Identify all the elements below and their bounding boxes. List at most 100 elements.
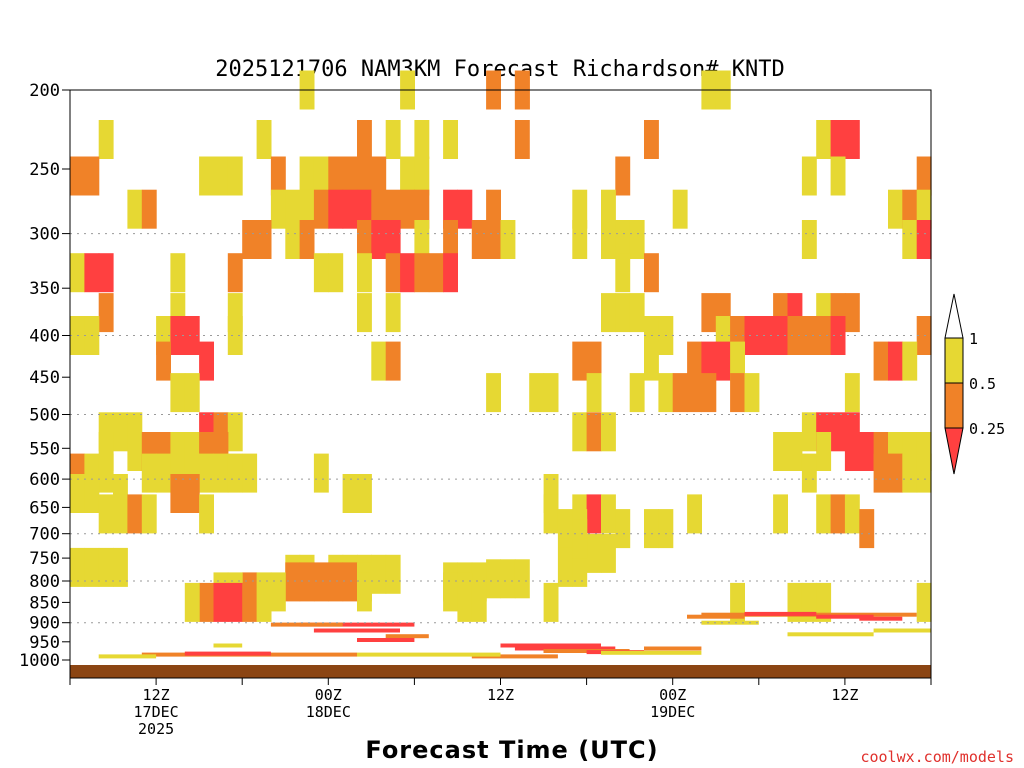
heatmap-cell — [313, 562, 329, 602]
heatmap-cell — [70, 253, 85, 293]
heatmap-cell — [184, 582, 200, 622]
y-tick-label: 1000 — [19, 651, 60, 671]
y-tick-label: 550 — [29, 439, 60, 459]
heatmap-cell — [844, 432, 860, 471]
heatmap-cell — [227, 156, 243, 196]
heatmap-cell — [873, 453, 889, 493]
heatmap-cell — [385, 253, 401, 293]
y-tick-label: 350 — [29, 279, 60, 299]
x-axis-label: Forecast Time (UTC) — [365, 736, 658, 764]
heatmap-cell — [787, 316, 803, 355]
heatmap-cell — [199, 582, 214, 622]
heatmap-cell — [227, 582, 243, 622]
x-tick-label: 12Z — [143, 686, 170, 704]
heatmap-cell — [213, 582, 229, 622]
heatmap-cell — [414, 156, 430, 196]
heatmap-cell — [644, 341, 659, 381]
heatmap-cell — [170, 253, 186, 293]
heatmap-cells — [70, 70, 932, 622]
heatmap-cell — [859, 616, 903, 621]
heatmap-cell — [113, 494, 128, 534]
heatmap-cell — [313, 253, 329, 293]
heatmap-cell — [687, 494, 702, 534]
heatmap-cell — [270, 622, 343, 627]
heatmap-cell — [242, 582, 258, 622]
heatmap-cell — [816, 494, 832, 534]
heatmap-cell — [916, 582, 932, 622]
heatmap-cell — [84, 156, 100, 196]
heatmap-cell — [572, 189, 588, 229]
heatmap-cell — [730, 341, 745, 381]
heatmap-cell — [414, 120, 430, 159]
heatmap-cell — [514, 559, 530, 599]
heatmap-cell — [385, 341, 401, 381]
heatmap-cell — [500, 220, 516, 259]
heatmap-cell — [357, 189, 372, 229]
heatmap-cell — [601, 533, 616, 573]
heatmap-cell — [787, 632, 874, 637]
heatmap-cell — [701, 373, 717, 413]
heatmap-cell — [98, 453, 114, 493]
heatmap-cell — [342, 474, 358, 513]
heatmap-cell — [830, 412, 846, 452]
heatmap-cell — [328, 562, 344, 602]
heatmap-cell — [672, 373, 688, 413]
heatmap-cell — [227, 453, 243, 493]
heatmap-cell — [428, 253, 444, 293]
heatmap-cell — [586, 412, 602, 452]
heatmap-cell — [357, 120, 372, 159]
heatmap-cell — [586, 373, 602, 413]
heatmap-cell — [672, 189, 688, 229]
heatmap-cell — [184, 316, 200, 355]
heatmap-cell — [744, 316, 760, 355]
heatmap-cell — [299, 622, 415, 627]
heatmap-cell — [816, 120, 832, 159]
heatmap-cell — [529, 373, 545, 413]
heatmap-cell — [113, 547, 128, 587]
y-tick-label: 300 — [29, 225, 60, 245]
heatmap-cell — [443, 220, 458, 259]
heatmap-cell — [127, 432, 143, 471]
colorbar-red-triangle — [944, 427, 964, 475]
heatmap-cell — [342, 562, 358, 602]
heatmap-cell — [916, 156, 932, 196]
heatmap-cell — [270, 189, 286, 229]
heatmap-cell — [644, 646, 702, 651]
heatmap-cell — [414, 253, 430, 293]
heatmap-cell — [572, 519, 588, 559]
heatmap-cell — [98, 253, 114, 293]
heatmap-cell — [615, 509, 631, 549]
heatmap-cell — [644, 120, 659, 159]
heatmap-cell — [270, 156, 286, 196]
heatmap-cell — [385, 220, 401, 259]
heatmap-cell — [471, 654, 558, 659]
heatmap-cell — [844, 293, 860, 333]
heatmap-cell — [84, 253, 100, 293]
heatmap-cell — [299, 562, 315, 602]
heatmap-cell — [285, 220, 301, 259]
heatmap-cell — [242, 453, 258, 493]
heatmap-cell — [414, 220, 430, 259]
heatmap-cell — [486, 189, 501, 229]
x-tick-label: 17DEC — [134, 703, 179, 721]
y-tick-label: 800 — [29, 572, 60, 592]
heatmap-cell — [543, 373, 559, 413]
heatmap-cell — [844, 494, 860, 534]
heatmap-cell — [213, 453, 229, 493]
heatmap-cell — [170, 474, 186, 513]
heatmap-cell — [400, 156, 415, 196]
heatmap-cell — [127, 189, 143, 229]
heatmap-cell — [184, 474, 200, 513]
heatmap-cell — [888, 189, 903, 229]
heatmap-cell — [328, 253, 344, 293]
heatmap-cell — [371, 220, 387, 259]
heatmap-cell — [787, 432, 803, 471]
heatmap-cell — [199, 494, 214, 534]
heatmap-cell — [629, 220, 645, 259]
heatmap-cell — [371, 189, 387, 229]
heatmap-cell — [486, 220, 501, 259]
heatmap-cell — [902, 189, 918, 229]
heatmap-cell — [873, 628, 931, 633]
heatmap-cell — [801, 220, 817, 259]
